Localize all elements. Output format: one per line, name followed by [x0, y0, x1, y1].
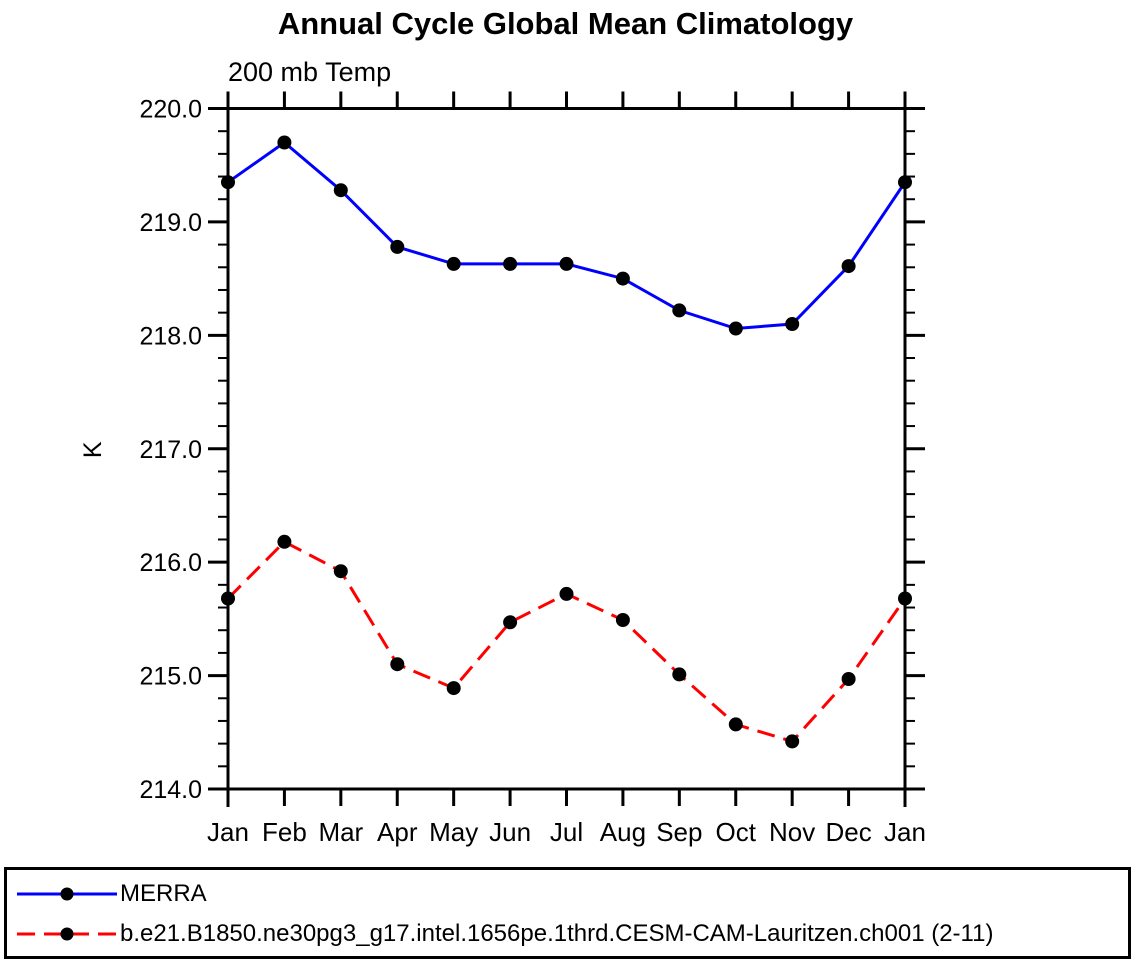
x-tick-label: Dec: [825, 817, 871, 847]
data-point-marker-0: [390, 239, 405, 254]
model-line-swatch: [17, 927, 117, 941]
data-point-marker-1: [446, 681, 461, 696]
data-point-marker-0: [615, 271, 630, 286]
series-line-1: [226, 539, 907, 744]
data-point-marker-0: [841, 259, 856, 274]
y-tick-label: 215.0: [139, 663, 202, 691]
data-point-marker-0: [785, 317, 800, 331]
data-point-marker-0: [728, 321, 743, 336]
data-point-marker-1: [672, 667, 687, 682]
merra-marker-sample: [60, 887, 74, 901]
data-point-marker-0: [277, 135, 292, 150]
y-tick-label: 217.0: [139, 436, 202, 464]
x-tick-label: May: [429, 817, 478, 847]
data-point-marker-1: [221, 591, 235, 606]
data-point-marker-0: [898, 175, 912, 190]
y-tick-label: 214.0: [139, 776, 202, 804]
data-point-marker-0: [333, 183, 348, 198]
x-tick-label: Apr: [377, 817, 418, 847]
y-tick-label: 220.0: [139, 96, 202, 124]
data-point-marker-0: [503, 256, 518, 271]
model-marker-sample: [60, 927, 74, 941]
data-point-marker-0: [221, 175, 235, 190]
x-tick-label: Mar: [318, 817, 363, 847]
plot-area: 214.0 215.0 216.0 217.0 218.0 219.0 220.0 Jan Fe…: [79, 91, 926, 847]
y-tick-label: 219.0: [139, 209, 202, 237]
x-tick-label: Jan: [207, 817, 249, 847]
legend-label-model: b.e21.B1850.ne30pg3_g17.intel.1656pe.1th…: [120, 920, 994, 947]
x-tick-label: Nov: [769, 817, 815, 847]
series-line-0: [227, 140, 907, 331]
y-axis-title: K: [79, 441, 107, 458]
data-point-marker-1: [785, 734, 800, 749]
data-point-marker-1: [503, 615, 518, 630]
legend-label-merra: MERRA: [120, 880, 207, 907]
data-point-marker-1: [390, 657, 405, 672]
data-point-marker-1: [333, 564, 348, 579]
data-point-marker-1: [615, 613, 630, 627]
data-point-marker-1: [898, 591, 912, 606]
data-point-marker-0: [672, 303, 687, 318]
chart-subtitle: 200 mb Temp: [228, 57, 392, 87]
data-point-marker-0: [446, 256, 461, 271]
data-point-marker-0: [559, 256, 574, 271]
data-point-marker-1: [559, 586, 574, 601]
y-tick-label: 216.0: [139, 549, 202, 577]
chart-title: Annual Cycle Global Mean Climatology: [277, 6, 854, 41]
x-tick-label: Jun: [489, 817, 531, 847]
legend-box: MERRA b.e21.B1850.ne30pg3_g17.intel.1656…: [4, 867, 1131, 959]
legend-item-merra: MERRA: [7, 874, 1128, 914]
x-tick-label: Sep: [656, 817, 702, 847]
x-tick-label: Feb: [262, 817, 307, 847]
legend-item-model: b.e21.B1850.ne30pg3_g17.intel.1656pe.1th…: [7, 914, 1128, 954]
y-tick-label: 218.0: [139, 322, 202, 350]
data-point-marker-1: [728, 717, 743, 732]
data-point-marker-1: [841, 672, 856, 686]
x-tick-label: Oct: [716, 817, 757, 847]
x-tick-label: Jul: [550, 817, 583, 847]
x-tick-label: Jan: [884, 817, 926, 847]
x-tick-label: Aug: [600, 817, 646, 847]
data-point-marker-1: [277, 534, 292, 549]
merra-line-swatch: [17, 887, 117, 901]
